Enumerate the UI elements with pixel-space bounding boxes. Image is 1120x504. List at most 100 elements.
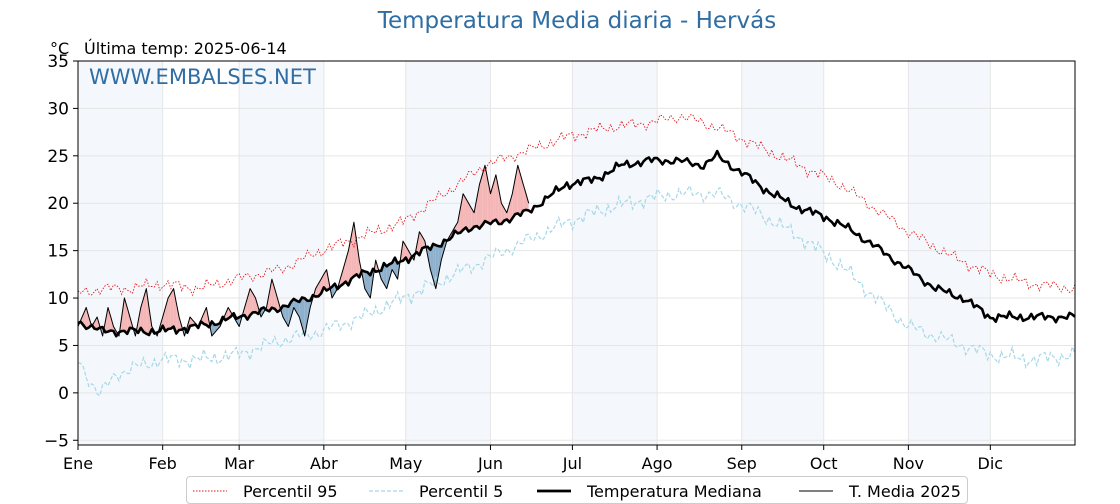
y-tick-label: 15 [47, 242, 69, 262]
anomaly-fill-above [463, 193, 466, 230]
chart-area: 35 30 25 20 15 10 5 0 −5 Ene Feb Mar Abr May Jun Jul Ag… [44, 52, 1076, 473]
anomaly-fill-below [302, 297, 305, 336]
anomaly-fill-above [471, 208, 475, 230]
anomaly-fill-above [225, 307, 229, 321]
watermark: WWW.EMBALSES.NET [89, 65, 316, 89]
anomaly-fill-above [252, 293, 256, 313]
anomaly-fill-above [482, 165, 485, 226]
anomaly-fill-above [343, 260, 346, 285]
x-axis: Ene Feb Mar Abr May Jun Jul Ago Sep Oct Nov Dic [63, 445, 1003, 473]
anomaly-fill-above [353, 222, 357, 277]
anomaly-fill-above [168, 293, 171, 329]
anomaly-fill-above [203, 307, 207, 325]
y-axis: 35 30 25 20 15 10 5 0 −5 [44, 52, 78, 451]
anomaly-fill-below [214, 324, 218, 333]
anomaly-fill-above [403, 241, 406, 261]
anomaly-fill-above [124, 298, 128, 334]
x-tick-label: Ene [63, 454, 93, 473]
x-tick-label: Dic [978, 454, 1004, 473]
anomaly-fill-above [108, 307, 111, 332]
series-lines [77, 113, 1076, 397]
anomaly-fill-above [474, 198, 477, 227]
x-tick-label: Oct [810, 454, 838, 473]
y-tick-label: 5 [58, 336, 69, 356]
month-band [741, 61, 824, 445]
anomaly-fill-above [493, 174, 496, 222]
month-band [572, 61, 658, 445]
anomaly-fill-above [460, 193, 464, 233]
anomaly-fill-below [386, 264, 390, 289]
x-tick-label: Abr [310, 454, 338, 473]
anomaly-fill-above [422, 236, 425, 249]
anomaly-fill-above [170, 288, 174, 329]
x-tick-label: May [389, 454, 422, 473]
anomaly-fill-above [146, 288, 149, 335]
last-temp-label: Última temp: 2025-06-14 [84, 39, 287, 58]
month-bands [78, 61, 991, 445]
anomaly-fill-above [250, 288, 253, 316]
series-line-t-media-2025 [77, 164, 530, 337]
month-band [78, 61, 163, 445]
anomaly-fill-below [293, 298, 297, 313]
anomaly-fill-below [291, 298, 294, 317]
anomaly-fill-above [269, 279, 272, 312]
x-tick-label: Sep [727, 454, 757, 473]
plot-frame [77, 60, 1076, 446]
anomaly-fill-above [274, 288, 278, 312]
anomaly-fill-above [498, 189, 502, 224]
x-tick-label: Jul [562, 454, 582, 473]
anomaly-fill-above [468, 203, 472, 232]
anomaly-fill-above [479, 174, 483, 229]
anomaly-fill-below [288, 301, 292, 327]
legend-label: Percentil 95 [243, 482, 338, 501]
anomaly-fill-above [523, 184, 526, 211]
anomaly-fill-below [304, 298, 308, 336]
series-line-temperatura-mediana [77, 149, 1076, 338]
anomaly-fill-above [504, 208, 507, 221]
legend-label: T. Media 2025 [849, 482, 961, 501]
anomaly-fill-above [143, 288, 147, 334]
chart-title: Temperatura Media diaria - Hervás [377, 8, 777, 34]
y-tick-label: 25 [47, 147, 69, 167]
anomaly-fill-above [190, 317, 193, 326]
anomaly-fill-above [340, 269, 343, 287]
legend-label: Temperatura Mediana [587, 482, 762, 501]
anomaly-fill-above [512, 179, 515, 219]
anomaly-fill-below [285, 305, 289, 327]
y-tick-label: 35 [47, 52, 69, 72]
legend-label: Percentil 5 [419, 482, 504, 501]
anomaly-fill-above [351, 222, 354, 279]
y-tick-label: −5 [44, 431, 69, 451]
x-tick-label: Nov [893, 454, 924, 473]
unit-label: °C [50, 39, 70, 58]
anomaly-fill-above [315, 283, 319, 297]
x-tick-label: Feb [149, 454, 177, 473]
y-tick-label: 20 [47, 194, 69, 214]
y-tick-label: 0 [58, 384, 69, 404]
anomaly-fill-above [138, 307, 141, 333]
anomaly-fill-above [490, 184, 494, 224]
anomaly-fill-above [86, 307, 89, 329]
x-tick-label: Ago [642, 454, 673, 473]
anomaly-fill-below [367, 272, 371, 298]
anomaly-fill-above [485, 165, 488, 223]
anomaly-fill-above [356, 241, 360, 278]
anomaly-fill-above [457, 208, 461, 234]
anomaly-fill-below [438, 246, 442, 275]
x-tick-label: Jun [477, 454, 503, 473]
month-band [908, 61, 991, 445]
anomaly-fill-above [506, 203, 510, 223]
anomaly-fill-above [501, 203, 505, 224]
y-tick-label: 10 [47, 289, 69, 309]
anomaly-fill-above [176, 302, 180, 334]
anomaly-fill-above [520, 174, 524, 216]
anomaly-fill-above [517, 165, 521, 216]
anomaly-fill-below [383, 263, 387, 289]
anomaly-fill-above [465, 198, 469, 232]
anomaly-fill-above [94, 317, 98, 330]
anomaly-fill-below [364, 271, 368, 294]
month-band [239, 61, 324, 445]
anomaly-fill-above [323, 269, 327, 291]
y-tick-label: 30 [47, 99, 69, 119]
x-tick-label: Mar [224, 454, 255, 473]
